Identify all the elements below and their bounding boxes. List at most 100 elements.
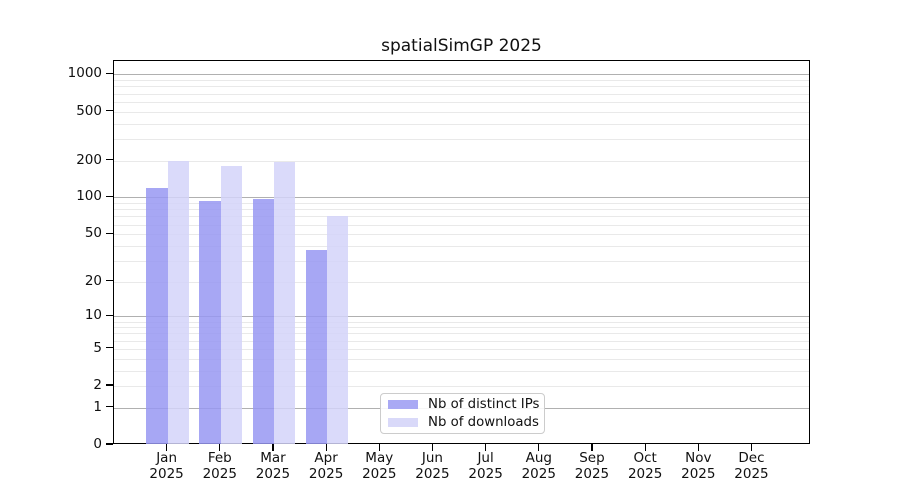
y-tick-label-1000: 1000 — [67, 65, 102, 82]
gridline-700 — [114, 93, 809, 95]
x-tick-label-year-jan: 2025 — [149, 465, 184, 482]
legend-swatch-nb-of-downloads — [388, 418, 418, 427]
y-tick-label-10: 10 — [84, 307, 102, 324]
x-tick-label-month-apr: Apr — [314, 450, 338, 466]
gridline-5 — [114, 348, 809, 350]
x-tick-label-year-apr: 2025 — [308, 465, 344, 482]
x-tick-label-year-oct: 2025 — [627, 465, 663, 482]
bar-nb-of-distinct-ips-mar — [252, 199, 274, 444]
gridline-60 — [114, 224, 809, 226]
y-tick-20 — [106, 280, 113, 282]
gridline-800 — [114, 86, 809, 88]
y-tick-label-500: 500 — [76, 102, 102, 119]
gridline-50 — [114, 234, 809, 236]
x-tick-aug — [538, 444, 540, 451]
gridline-100 — [114, 197, 809, 199]
x-tick-nov — [697, 444, 699, 451]
gridline-900 — [114, 80, 809, 82]
bar-nb-of-downloads-apr — [327, 216, 349, 444]
gridline-30 — [114, 260, 809, 262]
y-tick-10 — [106, 314, 113, 316]
x-tick-label-month-sep: Sep — [579, 450, 605, 466]
y-tick-0 — [106, 443, 113, 445]
x-tick-label-jul: Jul 2025 — [456, 450, 516, 482]
y-tick-1000 — [106, 72, 113, 75]
legend: Nb of distinct IPs Nb of downloads — [380, 393, 545, 434]
gridline-6 — [114, 340, 809, 342]
y-tick-50 — [106, 232, 113, 234]
y-tick-label-20: 20 — [84, 272, 102, 289]
x-tick-label-month-jul: Jul — [477, 450, 494, 466]
x-tick-apr — [325, 444, 327, 451]
gridline-40 — [114, 245, 809, 247]
y-tick-label-0: 0 — [93, 436, 102, 452]
gridline-4 — [114, 358, 809, 360]
y-tick-label-50: 50 — [84, 225, 102, 242]
legend-label-nb-of-downloads: Nb of downloads — [428, 415, 539, 430]
y-tick-2 — [106, 384, 113, 386]
x-tick-label-year-feb: 2025 — [202, 465, 237, 482]
gridline-200 — [114, 160, 809, 162]
x-tick-jun — [431, 444, 434, 451]
x-tick-label-month-may: May — [365, 450, 394, 466]
y-tick-100 — [106, 195, 113, 198]
x-tick-label-year-may: 2025 — [362, 465, 397, 482]
legend-row-nb-of-downloads: Nb of downloads — [388, 415, 539, 430]
bar-nb-of-downloads-feb — [220, 166, 243, 444]
gridline-1000 — [114, 74, 809, 76]
x-tick-label-month-oct: Oct — [633, 450, 657, 466]
y-tick-label-1: 1 — [93, 398, 102, 415]
gridline-300 — [114, 138, 809, 140]
y-tick-500 — [106, 109, 113, 112]
y-tick-label-5: 5 — [93, 339, 102, 356]
x-tick-label-apr: Apr 2025 — [296, 450, 356, 482]
y-tick-1 — [106, 406, 113, 408]
x-tick-label-jan: Jan 2025 — [137, 450, 197, 482]
gridline-9 — [114, 321, 809, 323]
y-tick-label-100: 100 — [76, 188, 102, 205]
x-tick-label-feb: Feb 2025 — [190, 450, 250, 482]
x-tick-feb — [219, 444, 221, 451]
gridline-90 — [114, 203, 809, 205]
x-tick-mar — [272, 444, 274, 451]
x-tick-label-nov: Nov 2025 — [668, 450, 728, 482]
x-tick-label-month-dec: Dec — [738, 450, 765, 466]
x-tick-sep — [591, 444, 593, 451]
x-tick-label-oct: Oct 2025 — [615, 450, 675, 482]
x-tick-label-year-mar: 2025 — [255, 465, 291, 482]
bar-nb-of-downloads-mar — [273, 161, 296, 444]
x-tick-jul — [485, 444, 487, 451]
bar-nb-of-distinct-ips-feb — [199, 200, 221, 444]
gridline-2 — [114, 386, 809, 388]
legend-swatch-nb-of-distinct-ips — [388, 400, 418, 409]
y-tick-5 — [106, 347, 113, 349]
gridline-80 — [114, 209, 809, 211]
x-tick-label-year-aug: 2025 — [521, 465, 556, 482]
x-tick-label-month-mar: Mar — [260, 450, 286, 466]
y-tick-200 — [106, 158, 113, 161]
x-tick-label-dec: Dec 2025 — [721, 450, 781, 482]
gridline-3 — [114, 370, 809, 372]
gridline-10 — [114, 316, 809, 318]
x-tick-jan — [166, 444, 168, 451]
bar-nb-of-distinct-ips-apr — [305, 249, 328, 444]
x-tick-label-jun: Jun 2025 — [402, 450, 462, 482]
x-tick-label-mar: Mar 2025 — [243, 450, 303, 482]
gridline-7 — [114, 333, 809, 335]
bar-nb-of-downloads-jan — [167, 160, 189, 444]
plot-area: Nb of distinct IPs Nb of downloads — [113, 60, 810, 444]
gridline-70 — [114, 216, 809, 218]
gridline-20 — [114, 281, 809, 283]
bar-nb-of-distinct-ips-jan — [146, 187, 168, 444]
y-tick-label-2: 2 — [93, 377, 102, 394]
x-tick-may — [378, 444, 380, 451]
x-tick-label-sep: Sep 2025 — [562, 450, 622, 482]
gridline-8 — [114, 327, 809, 329]
x-tick-label-year-sep: 2025 — [574, 465, 610, 482]
x-tick-label-year-jun: 2025 — [415, 465, 450, 482]
x-tick-label-month-nov: Nov — [685, 450, 712, 466]
gridline-600 — [114, 101, 809, 103]
x-tick-label-may: May 2025 — [349, 450, 409, 482]
x-tick-label-month-jun: Jun — [421, 450, 443, 466]
